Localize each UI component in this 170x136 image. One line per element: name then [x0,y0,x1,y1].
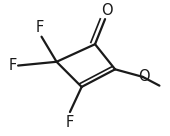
Text: F: F [8,58,16,73]
Text: F: F [36,20,44,35]
Text: O: O [138,69,149,84]
Text: F: F [66,115,74,129]
Text: O: O [101,3,113,18]
